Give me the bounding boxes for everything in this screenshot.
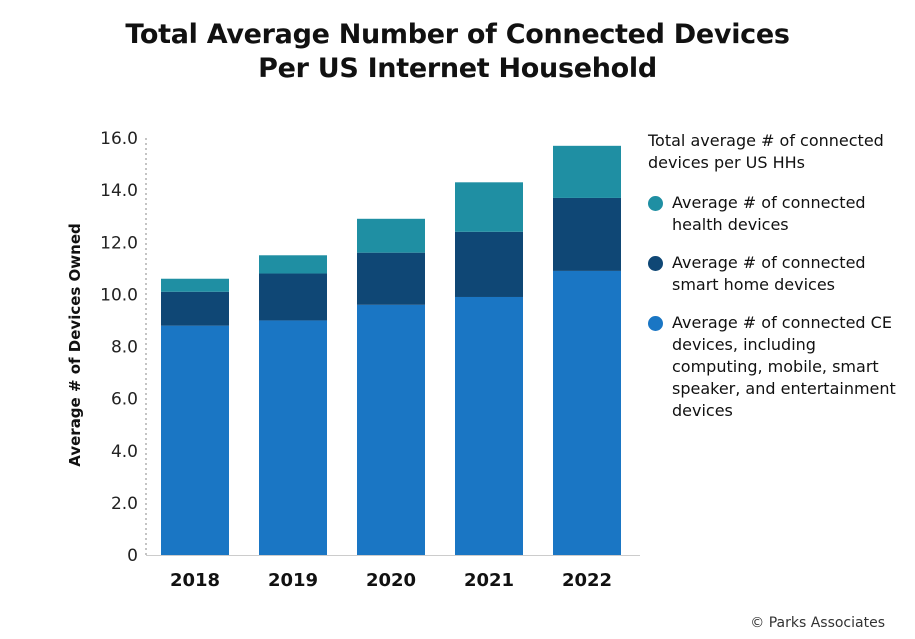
bar-health-2022 [553,145,621,198]
legend-label-health: Average # of connected health devices [672,193,866,234]
bar-health-2020 [357,218,425,253]
x-tick-label: 2021 [464,570,514,591]
y-tick-label: 10.0 [100,285,138,305]
legend: Total average # of connected devices per… [648,130,908,438]
x-axis: 2018 2019 2020 2021 2022 [146,555,640,591]
legend-item-ce: Average # of connected CE devices, inclu… [648,312,908,422]
x-tick-label: 2020 [366,570,416,591]
x-tick-label: 2022 [562,570,612,591]
legend-header: Total average # of connected devices per… [648,131,884,172]
bar-ce-2021 [455,296,523,555]
bar-ce-2018 [161,325,229,555]
bar-smart-home-2020 [357,252,425,305]
legend-dot-health [648,196,663,211]
chart-area: 02.04.06.08.010.012.014.016.0 2018 2019 20… [66,129,640,591]
chart-title-line1: Total Average Number of Connected Device… [125,19,790,50]
x-tick-label: 2018 [170,570,220,591]
y-tick-label: 14.0 [100,181,138,201]
bar-smart-home-2021 [455,231,523,297]
bar-smart-home-2018 [161,291,229,326]
y-tick-label: 8.0 [111,338,138,358]
bar-health-2019 [259,255,327,274]
y-tick-label: 2.0 [111,494,138,514]
legend-item-smart-home: Average # of connected smart home device… [648,252,908,296]
legend-dot-smart-home [648,256,663,271]
y-tick-label: 12.0 [100,233,138,253]
credit-text: © Parks Associates [750,615,885,631]
bars [161,145,621,555]
legend-label-smart-home: Average # of connected smart home device… [672,253,866,294]
y-tick-label: 16.0 [100,129,138,149]
legend-item-health: Average # of connected health devices [648,192,908,236]
bar-smart-home-2019 [259,273,327,321]
chart-title-line2: Per US Internet Household [258,53,657,84]
y-axis: 0 2.0 4.0 6.0 8.0 10.0 12.0 14.0 16.0 [100,129,147,566]
y-axis-label: Average # of Devices Owned [66,223,84,466]
bar-health-2018 [161,278,229,292]
bar-smart-home-2022 [553,197,621,271]
legend-label-ce: Average # of connected CE devices, inclu… [672,313,896,420]
bar-ce-2019 [259,320,327,555]
chart-title: Total Average Number of Connected Device… [0,18,915,86]
y-tick-label: 6.0 [111,390,138,410]
bar-ce-2022 [553,270,621,555]
bar-ce-2020 [357,304,425,555]
x-tick-label: 2019 [268,570,318,591]
bar-health-2021 [455,182,523,232]
legend-dot-ce [648,316,663,331]
y-tick-label: 0 [127,546,138,566]
y-tick-label: 4.0 [111,442,138,462]
